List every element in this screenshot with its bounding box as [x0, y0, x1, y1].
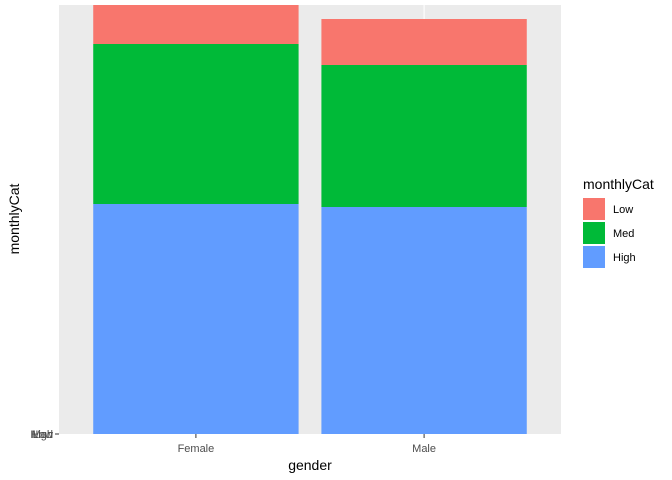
- y-axis-title: monthlyCat: [6, 183, 22, 254]
- x-tick-label-male: Male: [412, 443, 436, 455]
- y-tick-label-med: Med: [32, 429, 53, 441]
- legend-label-high: High: [613, 252, 636, 264]
- x-tick-label-female: Female: [178, 443, 215, 455]
- y-tick-label-high: High: [30, 429, 53, 441]
- bar-female-med: [93, 44, 299, 204]
- legend-key-med: [583, 222, 605, 244]
- legend-key-high: [583, 246, 605, 268]
- bars: [93, 5, 527, 434]
- legend-key-low: [583, 198, 605, 220]
- bar-female-high: [93, 204, 299, 434]
- x-axis-title: gender: [288, 457, 332, 473]
- bar-male-med: [321, 65, 527, 207]
- legend-label-med: Med: [613, 228, 634, 240]
- legend-title: monthlyCat: [583, 176, 654, 192]
- legend: monthlyCat Low Med High: [583, 176, 654, 268]
- bar-female-low: [93, 5, 299, 44]
- bar-male-low: [321, 19, 527, 65]
- bar-male-high: [321, 207, 527, 434]
- legend-label-low: Low: [613, 204, 633, 216]
- x-ticks: Female Male: [178, 434, 436, 455]
- y-tick-label-low: Low: [33, 429, 53, 441]
